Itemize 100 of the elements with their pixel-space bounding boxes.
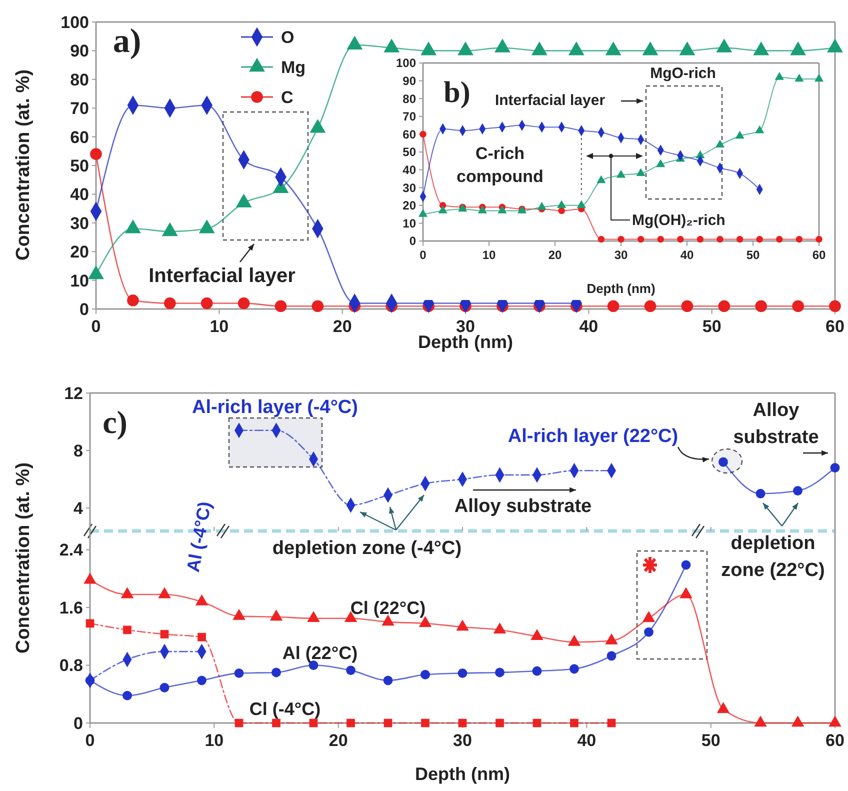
point [558,207,565,214]
point [679,42,696,56]
x-tick-label: 50 [702,317,722,336]
point [657,236,664,243]
point [420,670,430,680]
y-tick-label: 0 [80,300,89,319]
point [195,594,208,606]
text: Al (-4°C) [182,500,215,574]
y-tick-label: 80 [70,70,89,90]
x-tick-label: 60 [812,248,826,262]
x-axis-title: Depth (nm) [586,281,656,296]
point [494,38,510,52]
point [86,619,94,628]
point [568,42,584,56]
point [234,668,244,678]
point [458,668,468,678]
y-tick-label: 20 [402,198,416,213]
point [272,718,280,728]
y-tick-label: 70 [70,99,89,118]
x-axis-title: Depth (nm) [415,764,510,784]
y-tick-label: 70 [402,110,416,124]
point [456,620,469,631]
point [605,633,618,644]
point [418,616,432,628]
point [127,294,139,306]
y-tick-label: 60 [402,127,416,142]
point [346,36,363,50]
point [756,488,766,498]
point [197,676,206,686]
x-tick-label: 40 [579,317,598,336]
y-tick-label: 80 [402,92,416,106]
point [642,42,658,56]
y-tick-label: 12 [64,384,83,403]
point [636,168,646,176]
annotation: a) [112,23,142,60]
x-tick-label: 60 [826,317,844,336]
x-tick-label: 0 [91,317,101,336]
point [618,236,624,243]
series-label: Cl (22°C) [350,598,426,618]
point [498,205,507,214]
annotation: Alloy substrate [733,400,819,448]
annotation: C-rich compound [456,144,544,186]
point [736,236,744,243]
point [532,666,542,676]
point [642,610,656,622]
series-label: Cl (-4°C) [249,699,321,719]
point [637,236,644,243]
point [122,690,132,700]
x-tick-label: 10 [210,317,229,336]
point [776,236,783,243]
point [234,718,244,728]
point [680,587,692,598]
series-label: Al (22°C) [282,643,358,663]
y-axis-title: Concentration (at. %) [13,69,34,261]
point [312,300,324,312]
annotation: Mg(OH)₂-rich [632,212,726,229]
point [696,236,704,243]
point [198,632,206,642]
point [814,74,824,82]
annotation: MgO-rich [650,65,716,82]
point [715,140,725,148]
point [458,718,467,728]
point [438,205,448,214]
x-tick-label: 40 [680,248,694,262]
point [606,651,616,661]
point [418,209,428,217]
y-tick-label: 100 [60,12,89,32]
x-tick-label: 30 [614,248,628,262]
point [384,718,392,728]
point [816,236,822,243]
legend-label: O [281,28,294,47]
point [718,300,730,312]
y-tick-label: 8 [74,441,83,460]
annotation: depletion zone (22°C) [721,533,825,581]
point [793,486,802,496]
point [270,610,283,621]
point [496,718,504,728]
point [532,718,542,728]
point [120,587,134,598]
x-tick-label: 10 [482,248,496,262]
x-tick-label: 10 [204,731,224,750]
annotation: Alloy substrate [454,496,592,517]
annotation: c) [102,404,128,440]
annotation: Interfacial layer [148,265,296,287]
y-tick-label: 40 [402,163,416,177]
point [309,718,318,728]
x-tick-label: 50 [701,731,720,750]
point [568,634,581,646]
y-tick-label: 90 [402,74,416,88]
x-tick-label: 20 [328,731,348,750]
point [755,125,764,134]
point [421,718,430,728]
point [158,587,171,598]
y-tick-label: 0.8 [59,656,83,676]
point [716,236,724,243]
y-axis-title: Concentration (at. %) [13,462,34,654]
annotation: Al-rich layer (22°C) [508,426,678,447]
point [84,572,96,584]
y-tick-label: 2.4 [59,540,84,560]
y-tick-label: 1.6 [59,598,83,618]
